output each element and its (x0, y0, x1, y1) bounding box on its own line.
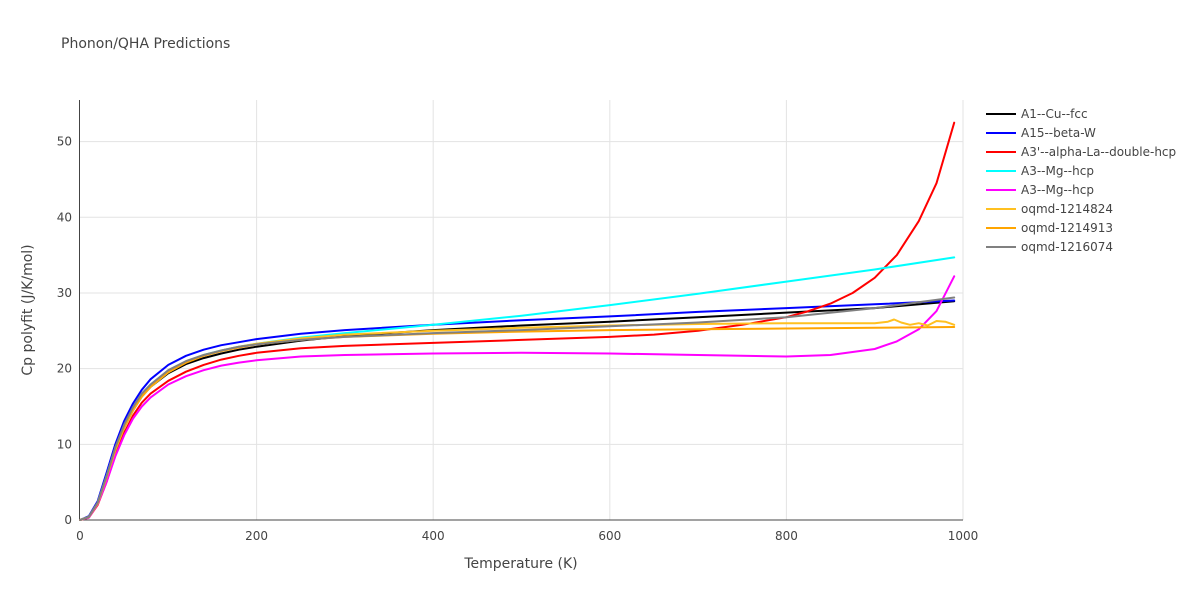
series-line-4 (79, 275, 956, 521)
legend-label: oqmd-1214824 (1021, 202, 1113, 216)
x-axis-title: Temperature (K) (463, 556, 577, 572)
y-tick-label: 10 (57, 437, 72, 451)
legend-item[interactable]: A15--beta-W (986, 126, 1096, 140)
x-tick-label: 1000 (948, 529, 979, 543)
y-tick-label: 50 (57, 135, 72, 149)
x-tick-label: 600 (598, 529, 621, 543)
y-tick-label: 0 (64, 513, 72, 527)
y-tick-label: 20 (57, 362, 72, 376)
series-line-3 (79, 256, 956, 521)
x-tick-label: 200 (245, 529, 268, 543)
series-line-5 (79, 318, 956, 521)
series-lines (79, 121, 956, 521)
legend-item[interactable]: A1--Cu--fcc (986, 107, 1088, 121)
series-line-0 (79, 300, 956, 521)
legend-label: A15--beta-W (1021, 126, 1096, 140)
legend-label: A1--Cu--fcc (1021, 107, 1088, 121)
legend-item[interactable]: oqmd-1214913 (986, 221, 1113, 235)
chart-title: Phonon/QHA Predictions (61, 36, 231, 52)
legend-label: oqmd-1216074 (1021, 240, 1113, 254)
axes (79, 100, 963, 521)
grid (80, 100, 964, 520)
y-axis-title: Cp polyfit (J/K/mol) (20, 244, 36, 375)
legend-label: oqmd-1214913 (1021, 221, 1113, 235)
legend-item[interactable]: oqmd-1216074 (986, 240, 1113, 254)
legend-label: A3--Mg--hcp (1021, 183, 1094, 197)
legend-item[interactable]: A3--Mg--hcp (986, 164, 1094, 178)
legend-item[interactable]: oqmd-1214824 (986, 202, 1113, 216)
tick-labels: 0 200 400 600 800 1000 0 10 20 30 40 50 (57, 135, 979, 543)
series-line-2 (79, 121, 956, 521)
x-tick-label: 800 (775, 529, 798, 543)
legend: A1--Cu--fcc A15--beta-W A3'--alpha-La--dou… (986, 107, 1176, 254)
series-line-7 (79, 296, 956, 521)
y-tick-label: 30 (57, 286, 72, 300)
x-tick-label: 0 (76, 529, 84, 543)
series-line-1 (79, 299, 956, 521)
legend-label: A3--Mg--hcp (1021, 164, 1094, 178)
y-tick-label: 40 (57, 210, 72, 224)
legend-item[interactable]: A3'--alpha-La--double-hcp (986, 145, 1176, 159)
legend-item[interactable]: A3--Mg--hcp (986, 183, 1094, 197)
legend-label: A3'--alpha-La--double-hcp (1021, 145, 1176, 159)
x-tick-label: 400 (422, 529, 445, 543)
